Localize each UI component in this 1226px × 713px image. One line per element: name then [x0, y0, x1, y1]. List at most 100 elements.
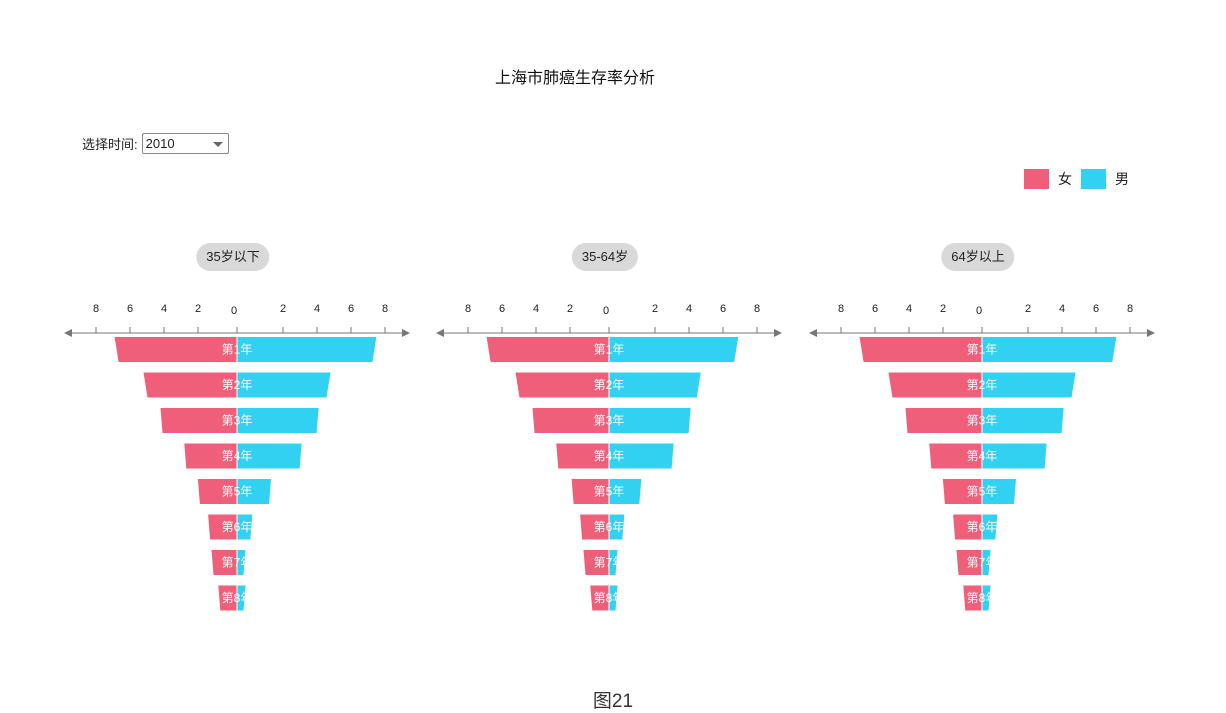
bar-category-label: 第4年 [594, 449, 625, 463]
figure-caption: 图21 [592, 691, 634, 712]
x-tick-label: 8 [1127, 303, 1133, 315]
bar-category-label: 第8年 [594, 591, 625, 605]
x-tick-label: 6 [127, 303, 133, 315]
x-tick-label-zero: 0 [603, 305, 609, 317]
bar-category-label: 第3年 [967, 414, 998, 428]
x-tick-label: 6 [872, 303, 878, 315]
legend-label-female[interactable]: 女 [1058, 171, 1072, 187]
x-tick-label: 6 [720, 303, 726, 315]
bar-female [515, 372, 609, 398]
bar-male [609, 408, 691, 433]
legend-swatch-female[interactable] [1024, 169, 1049, 189]
arrow-right-icon [402, 329, 410, 337]
bar-male [982, 514, 998, 540]
x-tick-label: 6 [1093, 303, 1099, 315]
bar-female [590, 585, 609, 611]
bar-male [609, 337, 739, 362]
bar-category-label: 第3年 [222, 414, 253, 428]
bar-category-label: 第1年 [967, 343, 998, 357]
bar-category-label: 第7年 [222, 556, 253, 570]
x-tick-label: 2 [280, 303, 286, 315]
arrow-left-icon [436, 329, 444, 337]
bar-male [237, 443, 302, 469]
legend-label-male[interactable]: 男 [1115, 171, 1129, 187]
bar-male [982, 550, 991, 575]
bar-male [609, 479, 642, 504]
time-filter-label: 选择时间: [82, 137, 138, 152]
bar-female [114, 337, 237, 362]
x-tick-label: 4 [1059, 303, 1065, 315]
bar-female [942, 479, 982, 504]
x-tick-label: 6 [499, 303, 505, 315]
x-tick-label: 8 [754, 303, 760, 315]
bar-male [609, 550, 618, 575]
x-tick-label: 8 [838, 303, 844, 315]
bar-category-label: 第2年 [967, 378, 998, 392]
x-tick-label: 2 [940, 303, 946, 315]
x-tick-label: 8 [93, 303, 99, 315]
time-filter: 选择时间: 2010 [82, 133, 229, 154]
x-tick-label: 4 [686, 303, 692, 315]
bar-category-label: 第4年 [222, 449, 253, 463]
chevron-down-icon[interactable] [212, 142, 223, 147]
bar-female [583, 550, 609, 575]
bar-male [237, 585, 246, 611]
time-select[interactable]: 2010 [141, 133, 229, 154]
bar-female [160, 408, 237, 433]
bar-category-label: 第4年 [967, 449, 998, 463]
bar-male [237, 372, 331, 398]
arrow-right-icon [1147, 329, 1155, 337]
bar-male [237, 337, 377, 362]
bar-female [953, 514, 982, 540]
bar-female [218, 585, 237, 611]
bar-female [208, 514, 237, 540]
bar-female [486, 337, 609, 362]
bar-male [609, 372, 701, 398]
bar-category-label: 第3年 [594, 414, 625, 428]
bar-female [184, 443, 237, 469]
bar-female [143, 372, 237, 398]
bar-male [982, 585, 991, 611]
panel-title-35-64: 35-64岁 [571, 243, 639, 271]
bar-male [237, 408, 319, 433]
bar-female [929, 443, 982, 469]
bar-category-label: 第2年 [222, 378, 253, 392]
bar-female [571, 479, 609, 504]
x-tick-label-zero: 0 [231, 305, 237, 317]
bar-category-label: 第5年 [594, 485, 625, 499]
legend: 女 男 [1024, 169, 1138, 189]
bar-category-label: 第6年 [222, 520, 253, 534]
bar-male [982, 372, 1076, 398]
x-tick-label: 2 [652, 303, 658, 315]
bar-female [211, 550, 237, 575]
bar-female [956, 550, 982, 575]
bar-category-label: 第5年 [222, 485, 253, 499]
bar-male [237, 479, 271, 504]
x-tick-label: 2 [1025, 303, 1031, 315]
arrow-left-icon [64, 329, 72, 337]
legend-swatch-male[interactable] [1081, 169, 1106, 189]
x-tick-label: 4 [533, 303, 539, 315]
bar-female [197, 479, 237, 504]
chart-title: 上海市肺癌生存率分析 [494, 70, 655, 87]
bar-female [888, 372, 982, 398]
bar-category-label: 第1年 [222, 343, 253, 357]
arrow-left-icon [809, 329, 817, 337]
bar-category-label: 第5年 [967, 485, 998, 499]
bar-male [982, 337, 1117, 362]
bar-male [237, 550, 246, 575]
panel-title-under-35: 35岁以下 [196, 243, 270, 271]
x-tick-label: 6 [348, 303, 354, 315]
x-tick-label: 8 [465, 303, 471, 315]
bar-male [982, 479, 1016, 504]
bar-female [580, 514, 609, 540]
bar-female [556, 443, 609, 469]
bar-category-label: 第7年 [967, 556, 998, 570]
arrow-right-icon [774, 329, 782, 337]
bar-category-label: 第6年 [594, 520, 625, 534]
bar-male [982, 443, 1047, 469]
bar-category-label: 第8年 [222, 591, 253, 605]
x-tick-label: 2 [195, 303, 201, 315]
bar-category-label: 第7年 [594, 556, 625, 570]
